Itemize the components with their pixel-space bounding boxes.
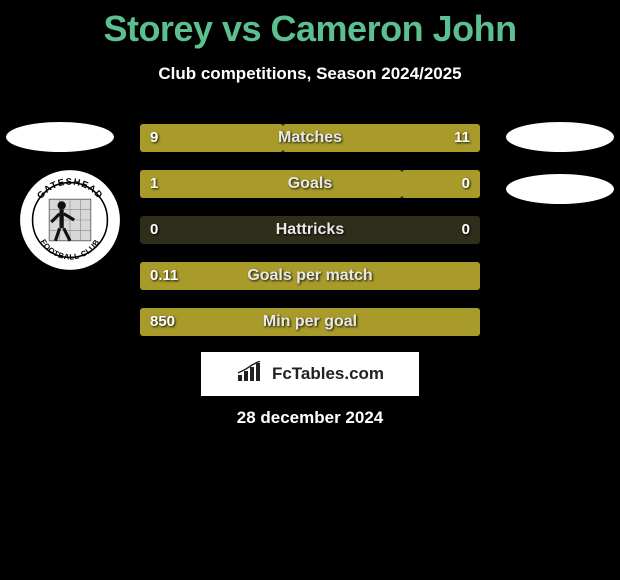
team-right-logo-placeholder — [506, 122, 614, 152]
stat-label: Matches — [140, 124, 480, 152]
stat-label: Goals per match — [140, 262, 480, 290]
chart-icon — [236, 361, 266, 388]
stats-bars: 9 Matches 11 1 Goals 0 0 Hattricks 0 0.1… — [140, 124, 480, 354]
stat-row: 0 Hattricks 0 — [140, 216, 480, 244]
stat-label: Min per goal — [140, 308, 480, 336]
stat-right-value: 0 — [462, 170, 470, 198]
stat-row: 1 Goals 0 — [140, 170, 480, 198]
date-label: 28 december 2024 — [0, 408, 620, 428]
stat-label: Goals — [140, 170, 480, 198]
stat-right-value: 11 — [454, 124, 470, 152]
stat-label: Hattricks — [140, 216, 480, 244]
stat-row: 9 Matches 11 — [140, 124, 480, 152]
team-left-logo-placeholder — [6, 122, 114, 152]
team-right-logo-placeholder-2 — [506, 174, 614, 204]
stat-right-value: 0 — [462, 216, 470, 244]
page-title: Storey vs Cameron John — [0, 0, 620, 50]
subtitle: Club competitions, Season 2024/2025 — [0, 64, 620, 84]
club-badge: GATESHEAD FOOTBALL CLUB — [18, 168, 122, 272]
branding-box: FcTables.com — [201, 352, 419, 396]
brand-text: FcTables.com — [272, 364, 384, 384]
stat-row: 850 Min per goal — [140, 308, 480, 336]
stat-row: 0.11 Goals per match — [140, 262, 480, 290]
